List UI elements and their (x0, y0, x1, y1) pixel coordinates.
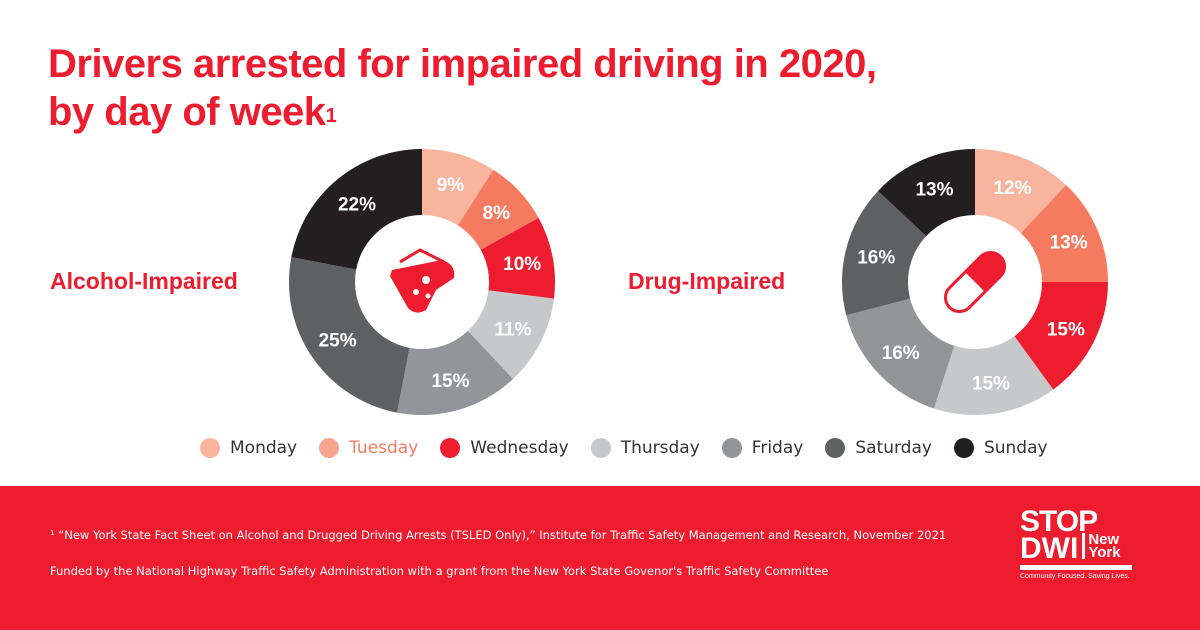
cocktail-glass-icon (390, 248, 455, 313)
slice-label: 9% (437, 175, 465, 196)
stop-dwi-logo: STOP DWI New York Community Focused. Sav… (1020, 505, 1160, 580)
legend-label: Wednesday (470, 438, 569, 458)
slice-saturday (289, 257, 410, 413)
footer: ¹ “New York State Fact Sheet on Alcohol … (0, 486, 1200, 630)
slice-label: 10% (503, 254, 541, 275)
drug-chart-label: Drug-Impaired (628, 268, 786, 294)
legend-label: Monday (230, 438, 298, 458)
legend-swatch (590, 438, 611, 458)
slice-sunday (878, 149, 975, 237)
logo-new: New (1088, 531, 1120, 548)
legend-item-tuesday: Tuesday (319, 438, 418, 458)
slice-friday (397, 330, 514, 415)
logo-dwi: DWI (1020, 532, 1079, 565)
legend-label: Tuesday (349, 438, 419, 458)
title-line-2: by day of week1 (48, 88, 876, 136)
legend-swatch (440, 438, 461, 458)
legend: Monday Tuesday Wednesday Thursday Friday Satu… (200, 438, 1070, 458)
legend-item-friday: Friday (721, 438, 804, 458)
donut-charts: 9% 8% 10% 11% 15% 25% 22% 12% 13% 15% 15% 16% 16% 13% (289, 149, 1108, 415)
slice-friday (846, 298, 955, 409)
slice-monday (422, 149, 494, 226)
footnote: ¹ “New York State Fact Sheet on Alcohol … (50, 528, 947, 542)
pill-capsule-icon (943, 250, 1007, 314)
legend-swatch (721, 438, 742, 458)
slice-tuesday (457, 169, 539, 250)
footnote-marker: 1 (325, 105, 337, 127)
legend-label: Sunday (983, 438, 1048, 458)
slice-label: 12% (994, 178, 1032, 199)
slice-label: 25% (319, 330, 357, 351)
logo-bar (1020, 565, 1132, 570)
alcohol-chart-label: Alcohol-Impaired (50, 268, 238, 294)
slice-tuesday (1020, 185, 1108, 282)
slice-label: 16% (857, 248, 895, 269)
title-text: by day of week (48, 90, 326, 134)
slice-wednesday (480, 217, 555, 299)
page-title: Drivers arrested for impaired driving in… (48, 40, 877, 136)
slice-thursday (467, 290, 554, 379)
slice-label: 16% (882, 343, 920, 364)
slice-sunday (291, 149, 422, 270)
title-line-1: Drivers arrested for impaired driving in… (48, 42, 877, 86)
legend-item-sunday: Sunday (953, 438, 1048, 458)
legend-swatch (319, 438, 340, 458)
slice-label: 15% (431, 371, 469, 392)
logo-tagline: Community Focused. Saving Lives. (1020, 573, 1130, 580)
donut-1: 12% 13% 15% 15% 16% 16% 13% (842, 149, 1108, 415)
slice-label: 11% (494, 319, 531, 340)
legend-label: Saturday (855, 438, 932, 458)
slice-label: 13% (1050, 232, 1088, 253)
slice-wednesday (1014, 282, 1108, 390)
slice-monday (975, 149, 1067, 234)
legend-label: Friday (751, 438, 804, 458)
slice-label: 8% (483, 203, 511, 224)
slice-saturday (842, 190, 927, 316)
logo-stop: STOP (1020, 505, 1098, 538)
funding-note: Funded by the National Highway Traffic S… (50, 564, 829, 578)
slice-label: 15% (1047, 319, 1085, 340)
legend-item-thursday: Thursday (590, 438, 700, 458)
legend-item-saturday: Saturday (825, 438, 932, 458)
slice-thursday (933, 336, 1054, 415)
donut-0: 9% 8% 10% 11% 15% 25% 22% (289, 149, 555, 415)
legend-item-wednesday: Wednesday (440, 438, 569, 458)
logo-york: York (1088, 544, 1121, 561)
legend-swatch (200, 438, 220, 458)
slice-label: 13% (915, 179, 953, 200)
legend-label: Thursday (620, 438, 700, 458)
slice-label: 15% (972, 374, 1010, 395)
slice-label: 22% (338, 194, 376, 215)
legend-swatch (953, 438, 974, 458)
legend-swatch (825, 438, 846, 458)
legend-item-monday: Monday (200, 438, 297, 458)
